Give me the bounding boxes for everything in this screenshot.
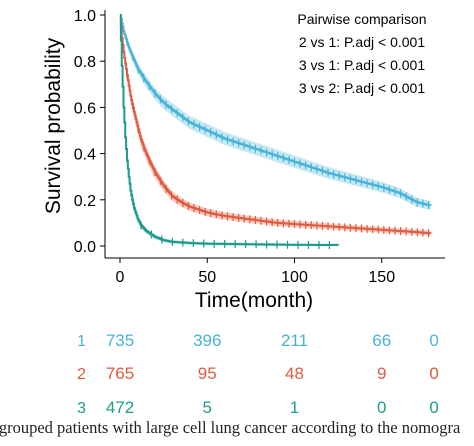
axes: 0.0 0.2 0.4 0.6 0.8 1.0 0 50 100 150 [74, 8, 445, 286]
y-tick-label: 0.4 [74, 147, 96, 164]
annotation-line: 3 vs 1: P.adj < 0.001 [299, 57, 425, 73]
x-tick-label: 50 [198, 269, 216, 286]
risk-cell: 5 [203, 398, 212, 417]
risk-cell: 66 [372, 331, 391, 350]
risk-cell: 211 [281, 331, 308, 350]
confidence-band [120, 15, 431, 210]
risk-row-label: 3 [77, 400, 86, 417]
risk-row-label: 2 [77, 366, 86, 383]
y-tick-label: 0.0 [74, 239, 96, 256]
risk-cell: 95 [198, 364, 217, 383]
confidence-bands [120, 15, 431, 246]
censor-marks [126, 37, 430, 250]
risk-row-label: 1 [77, 333, 86, 350]
survival-curve [119, 14, 340, 247]
risk-cell: 396 [193, 331, 221, 350]
risk-table: 1 735 396 211 66 0 2 765 95 48 9 0 3 472 5 1 0 0 [77, 331, 439, 417]
figure-caption: e-grouped patients with large cell lung … [0, 418, 461, 437]
annotation-line: 3 vs 2: P.adj < 0.001 [299, 80, 425, 96]
risk-cell: 0 [429, 398, 438, 417]
pairwise-annotation: Pairwise comparison 2 vs 1: P.adj < 0.00… [297, 11, 426, 96]
risk-cell: 765 [106, 364, 134, 383]
y-tick-label: 0.2 [74, 193, 96, 210]
risk-cell: 48 [285, 364, 304, 383]
annotation-line: 2 vs 1: P.adj < 0.001 [299, 34, 425, 50]
y-tick-label: 1.0 [74, 8, 96, 25]
x-tick-label: 150 [368, 269, 395, 286]
y-tick-label: 0.8 [74, 54, 96, 71]
risk-cell: 0 [377, 398, 386, 417]
x-tick-label: 0 [116, 269, 125, 286]
risk-cell: 0 [429, 331, 438, 350]
risk-cell: 735 [106, 331, 134, 350]
x-axis-label: Time(month) [195, 289, 313, 312]
annotation-title: Pairwise comparison [297, 11, 426, 27]
y-axis-label: Survival probability [42, 37, 65, 214]
y-tick-label: 0.6 [74, 100, 96, 117]
risk-cell: 1 [290, 398, 299, 417]
x-tick-label: 100 [281, 269, 308, 286]
risk-cell: 9 [377, 364, 386, 383]
risk-cell: 472 [106, 398, 134, 417]
risk-cell: 0 [429, 364, 438, 383]
